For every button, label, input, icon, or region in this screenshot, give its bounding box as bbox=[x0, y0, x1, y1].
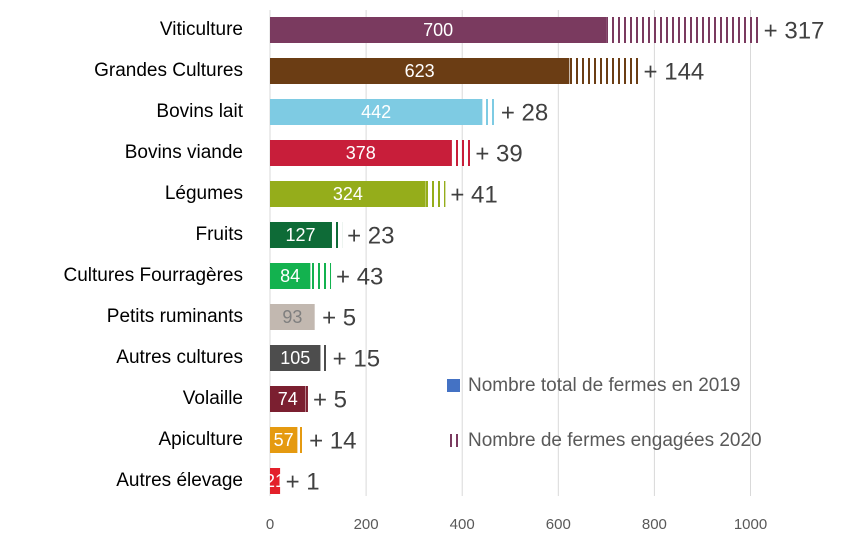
bar-2020 bbox=[451, 140, 471, 166]
x-tick-label: 600 bbox=[546, 516, 571, 533]
bar-2019 bbox=[270, 181, 426, 207]
bar-value-label: 378 bbox=[346, 143, 376, 163]
bar-2019 bbox=[270, 304, 315, 330]
category-label: Fruits bbox=[196, 224, 244, 245]
bar-2020 bbox=[482, 99, 496, 125]
bar-2019 bbox=[270, 386, 306, 412]
bar-value-label: 84 bbox=[280, 266, 300, 286]
bar-value-label: 105 bbox=[280, 348, 310, 368]
legend-swatch bbox=[447, 379, 460, 392]
category-label: Petits ruminants bbox=[107, 306, 243, 327]
category-label: Viticulture bbox=[160, 19, 243, 40]
added-value-label: + 15 bbox=[333, 345, 380, 372]
legend-label: Nombre total de fermes en 2019 bbox=[468, 375, 741, 396]
added-value-label: + 23 bbox=[347, 222, 394, 249]
category-label: Volaille bbox=[183, 388, 243, 409]
bar-2020 bbox=[425, 181, 446, 207]
bar-value-label: 93 bbox=[282, 307, 302, 327]
x-tick-label: 1000 bbox=[734, 516, 767, 533]
added-value-label: + 39 bbox=[475, 140, 522, 167]
bar-2019 bbox=[270, 468, 281, 494]
category-label: Autres élevage bbox=[116, 470, 243, 491]
x-tick-label: 400 bbox=[450, 516, 475, 533]
legend-swatch bbox=[447, 434, 460, 447]
bar-value-label: 127 bbox=[285, 225, 315, 245]
category-label: Autres cultures bbox=[116, 347, 243, 368]
bar-2019 bbox=[270, 58, 570, 84]
added-value-label: + 5 bbox=[313, 386, 347, 413]
bar-2020 bbox=[569, 58, 639, 84]
bar-2019 bbox=[270, 263, 311, 289]
added-value-label: + 317 bbox=[764, 17, 825, 44]
bar-2020 bbox=[297, 427, 305, 453]
bar-2020 bbox=[606, 17, 759, 43]
bar-2019 bbox=[270, 140, 452, 166]
bar-2019 bbox=[270, 17, 607, 43]
bar-2019 bbox=[270, 222, 332, 248]
category-label: Bovins lait bbox=[156, 101, 243, 122]
legend-label: Nombre de fermes engagées 2020 bbox=[468, 430, 762, 451]
category-label: Cultures Fourragères bbox=[63, 265, 243, 286]
bar-value-label: 74 bbox=[278, 389, 298, 409]
x-tick-label: 200 bbox=[354, 516, 379, 533]
bar-2020 bbox=[314, 304, 318, 330]
added-value-label: + 43 bbox=[336, 263, 383, 290]
bar-2019 bbox=[270, 345, 321, 371]
bar-2020 bbox=[320, 345, 328, 371]
added-value-label: + 14 bbox=[309, 427, 356, 454]
bar-value-label: 57 bbox=[274, 430, 294, 450]
added-value-label: + 28 bbox=[501, 99, 548, 126]
category-label: Bovins viande bbox=[125, 142, 243, 163]
category-label: Apiculture bbox=[159, 429, 244, 450]
bar-value-label: 324 bbox=[333, 184, 363, 204]
bar-value-label: 21 bbox=[265, 471, 285, 491]
bar-value-label: 623 bbox=[405, 61, 435, 81]
x-tick-label: 0 bbox=[266, 516, 274, 533]
added-value-label: + 1 bbox=[286, 468, 320, 495]
category-label: Légumes bbox=[165, 183, 243, 204]
bar-2019 bbox=[270, 99, 483, 125]
bar-2020 bbox=[331, 222, 343, 248]
bar-value-label: 700 bbox=[423, 20, 453, 40]
added-value-label: + 41 bbox=[450, 181, 497, 208]
category-label: Grandes Cultures bbox=[94, 60, 243, 81]
bar-2019 bbox=[270, 427, 298, 453]
bar-2020 bbox=[310, 263, 332, 289]
bar-value-label: 442 bbox=[361, 102, 391, 122]
bar-2020 bbox=[305, 386, 308, 412]
added-value-label: + 5 bbox=[322, 304, 356, 331]
x-tick-label: 800 bbox=[642, 516, 667, 533]
added-value-label: + 144 bbox=[644, 58, 705, 85]
